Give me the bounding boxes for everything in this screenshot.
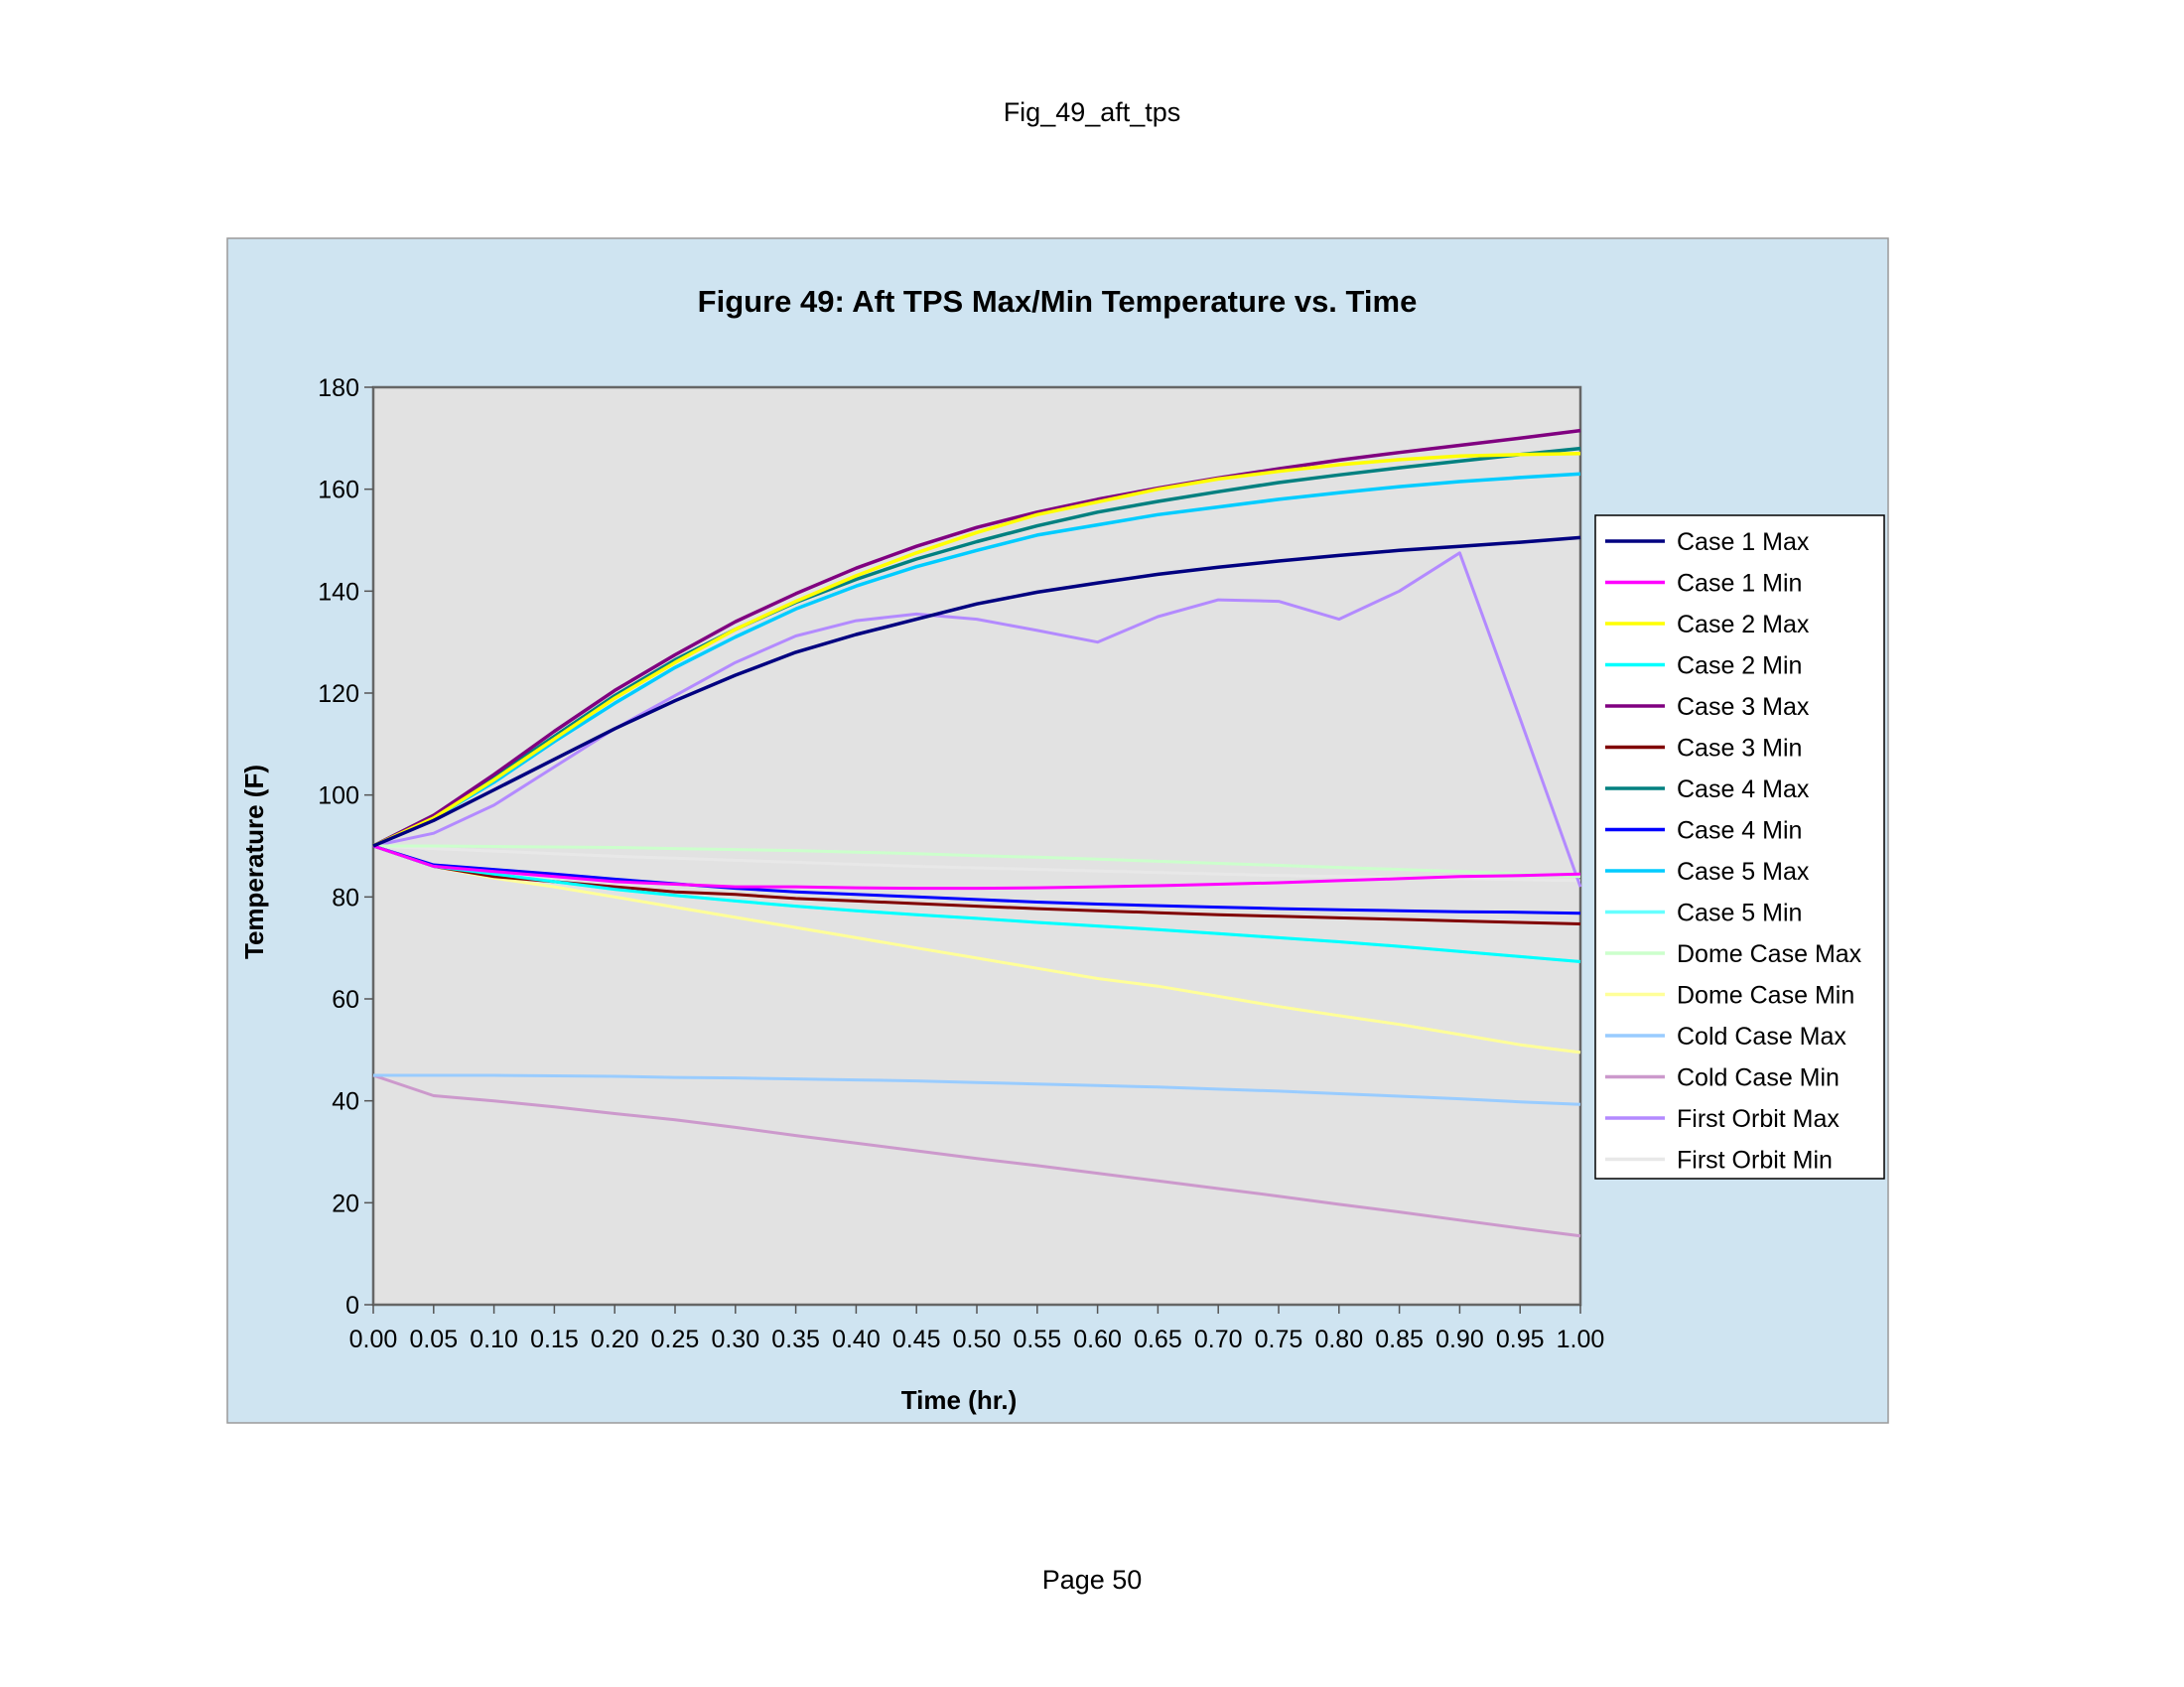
x-tick-label: 0.80 [1314, 1326, 1363, 1353]
legend-label: Case 3 Min [1677, 735, 1802, 763]
legend-label: Dome Case Max [1677, 940, 1862, 968]
series-line-first-orbit-max [372, 551, 1582, 888]
y-tick-label: 180 [318, 374, 359, 402]
series-line-case-2-max [372, 451, 1581, 848]
y-tick-label: 120 [318, 680, 359, 708]
x-axis-ticks: 0.00 0.05 0.10 0.15 0.20 0.25 0.30 0.35 0.40 0.45… [349, 1305, 1605, 1353]
x-tick-label: 0.05 [409, 1326, 458, 1353]
series-line-case-4-min [372, 844, 1581, 915]
legend-label: Case 1 Min [1677, 570, 1802, 598]
legend-label: First Orbit Max [1677, 1105, 1840, 1133]
x-axis-label: Time (hr.) [901, 1385, 1018, 1415]
series-line-case-4-max [372, 446, 1581, 848]
legend-label: Case 2 Min [1677, 652, 1802, 680]
y-tick-label: 0 [345, 1292, 359, 1320]
legend-label: Case 4 Max [1677, 775, 1810, 803]
y-tick-label: 160 [318, 477, 359, 504]
chart-title: Figure 49: Aft TPS Max/Min Temperature v… [698, 284, 1418, 319]
x-tick-label: 0.45 [892, 1326, 941, 1353]
legend-label: First Orbit Min [1677, 1147, 1833, 1175]
x-tick-label: 0.00 [349, 1326, 398, 1353]
y-tick-label: 20 [332, 1190, 359, 1217]
y-tick-label: 80 [332, 884, 359, 912]
x-tick-label: 0.25 [651, 1326, 700, 1353]
series-line-first-orbit-min [372, 844, 1581, 883]
x-tick-label: 0.70 [1194, 1326, 1243, 1353]
x-tick-label: 0.55 [1013, 1326, 1061, 1353]
x-tick-label: 0.15 [530, 1326, 579, 1353]
x-tick-label: 0.20 [591, 1326, 639, 1353]
x-tick-label: 0.90 [1435, 1326, 1484, 1353]
y-axis-label: Temperature (F) [239, 765, 269, 959]
legend-label: Case 1 Max [1677, 528, 1810, 556]
page-header: Fig_49_aft_tps [1003, 97, 1181, 127]
series-lines [372, 428, 1582, 1238]
legend-label: Case 3 Max [1677, 693, 1810, 721]
legend-label: Case 2 Max [1677, 611, 1810, 638]
y-tick-label: 60 [332, 986, 359, 1014]
x-tick-label: 0.50 [953, 1326, 1002, 1353]
page-footer: Page 50 [1041, 1565, 1143, 1595]
legend-label: Cold Case Max [1677, 1023, 1846, 1051]
legend-box [1594, 514, 1885, 1180]
series-line-cold-case-min [372, 1073, 1581, 1238]
series-line-case-1-min [372, 844, 1581, 891]
legend-label: Dome Case Min [1677, 982, 1854, 1010]
x-tick-label: 0.10 [470, 1326, 518, 1353]
x-tick-label: 0.40 [832, 1326, 881, 1353]
series-line-dome-case-min [372, 844, 1581, 1054]
legend-label: Case 5 Max [1677, 858, 1810, 886]
legend-label: Cold Case Min [1677, 1064, 1840, 1092]
y-tick-label: 40 [332, 1088, 359, 1116]
x-tick-label: 0.95 [1496, 1326, 1545, 1353]
x-tick-label: 0.35 [771, 1326, 820, 1353]
legend-label: Case 5 Min [1677, 900, 1802, 927]
x-tick-label: 0.75 [1255, 1326, 1303, 1353]
series-line-case-3-max [372, 428, 1581, 848]
series-line-case-5-max [372, 472, 1581, 848]
y-axis-ticks: 0 20 40 60 80 100 120 140 160 180 [318, 374, 373, 1320]
x-tick-label: 1.00 [1557, 1326, 1605, 1353]
x-tick-label: 0.60 [1073, 1326, 1122, 1353]
series-line-case-2-min [372, 844, 1581, 963]
series-line-cold-case-max [373, 1073, 1581, 1106]
y-tick-label: 100 [318, 782, 359, 810]
x-tick-label: 0.30 [711, 1326, 759, 1353]
legend: Case 1 Max Case 1 Min Case 2 Max Case 2 Min… [1594, 514, 1885, 1180]
series-line-dome-case-max [373, 844, 1581, 879]
x-tick-label: 0.85 [1375, 1326, 1424, 1353]
series-line-case-1-max [372, 535, 1581, 848]
legend-label: Case 4 Min [1677, 817, 1802, 845]
y-tick-label: 140 [318, 578, 359, 606]
x-tick-label: 0.65 [1134, 1326, 1182, 1353]
